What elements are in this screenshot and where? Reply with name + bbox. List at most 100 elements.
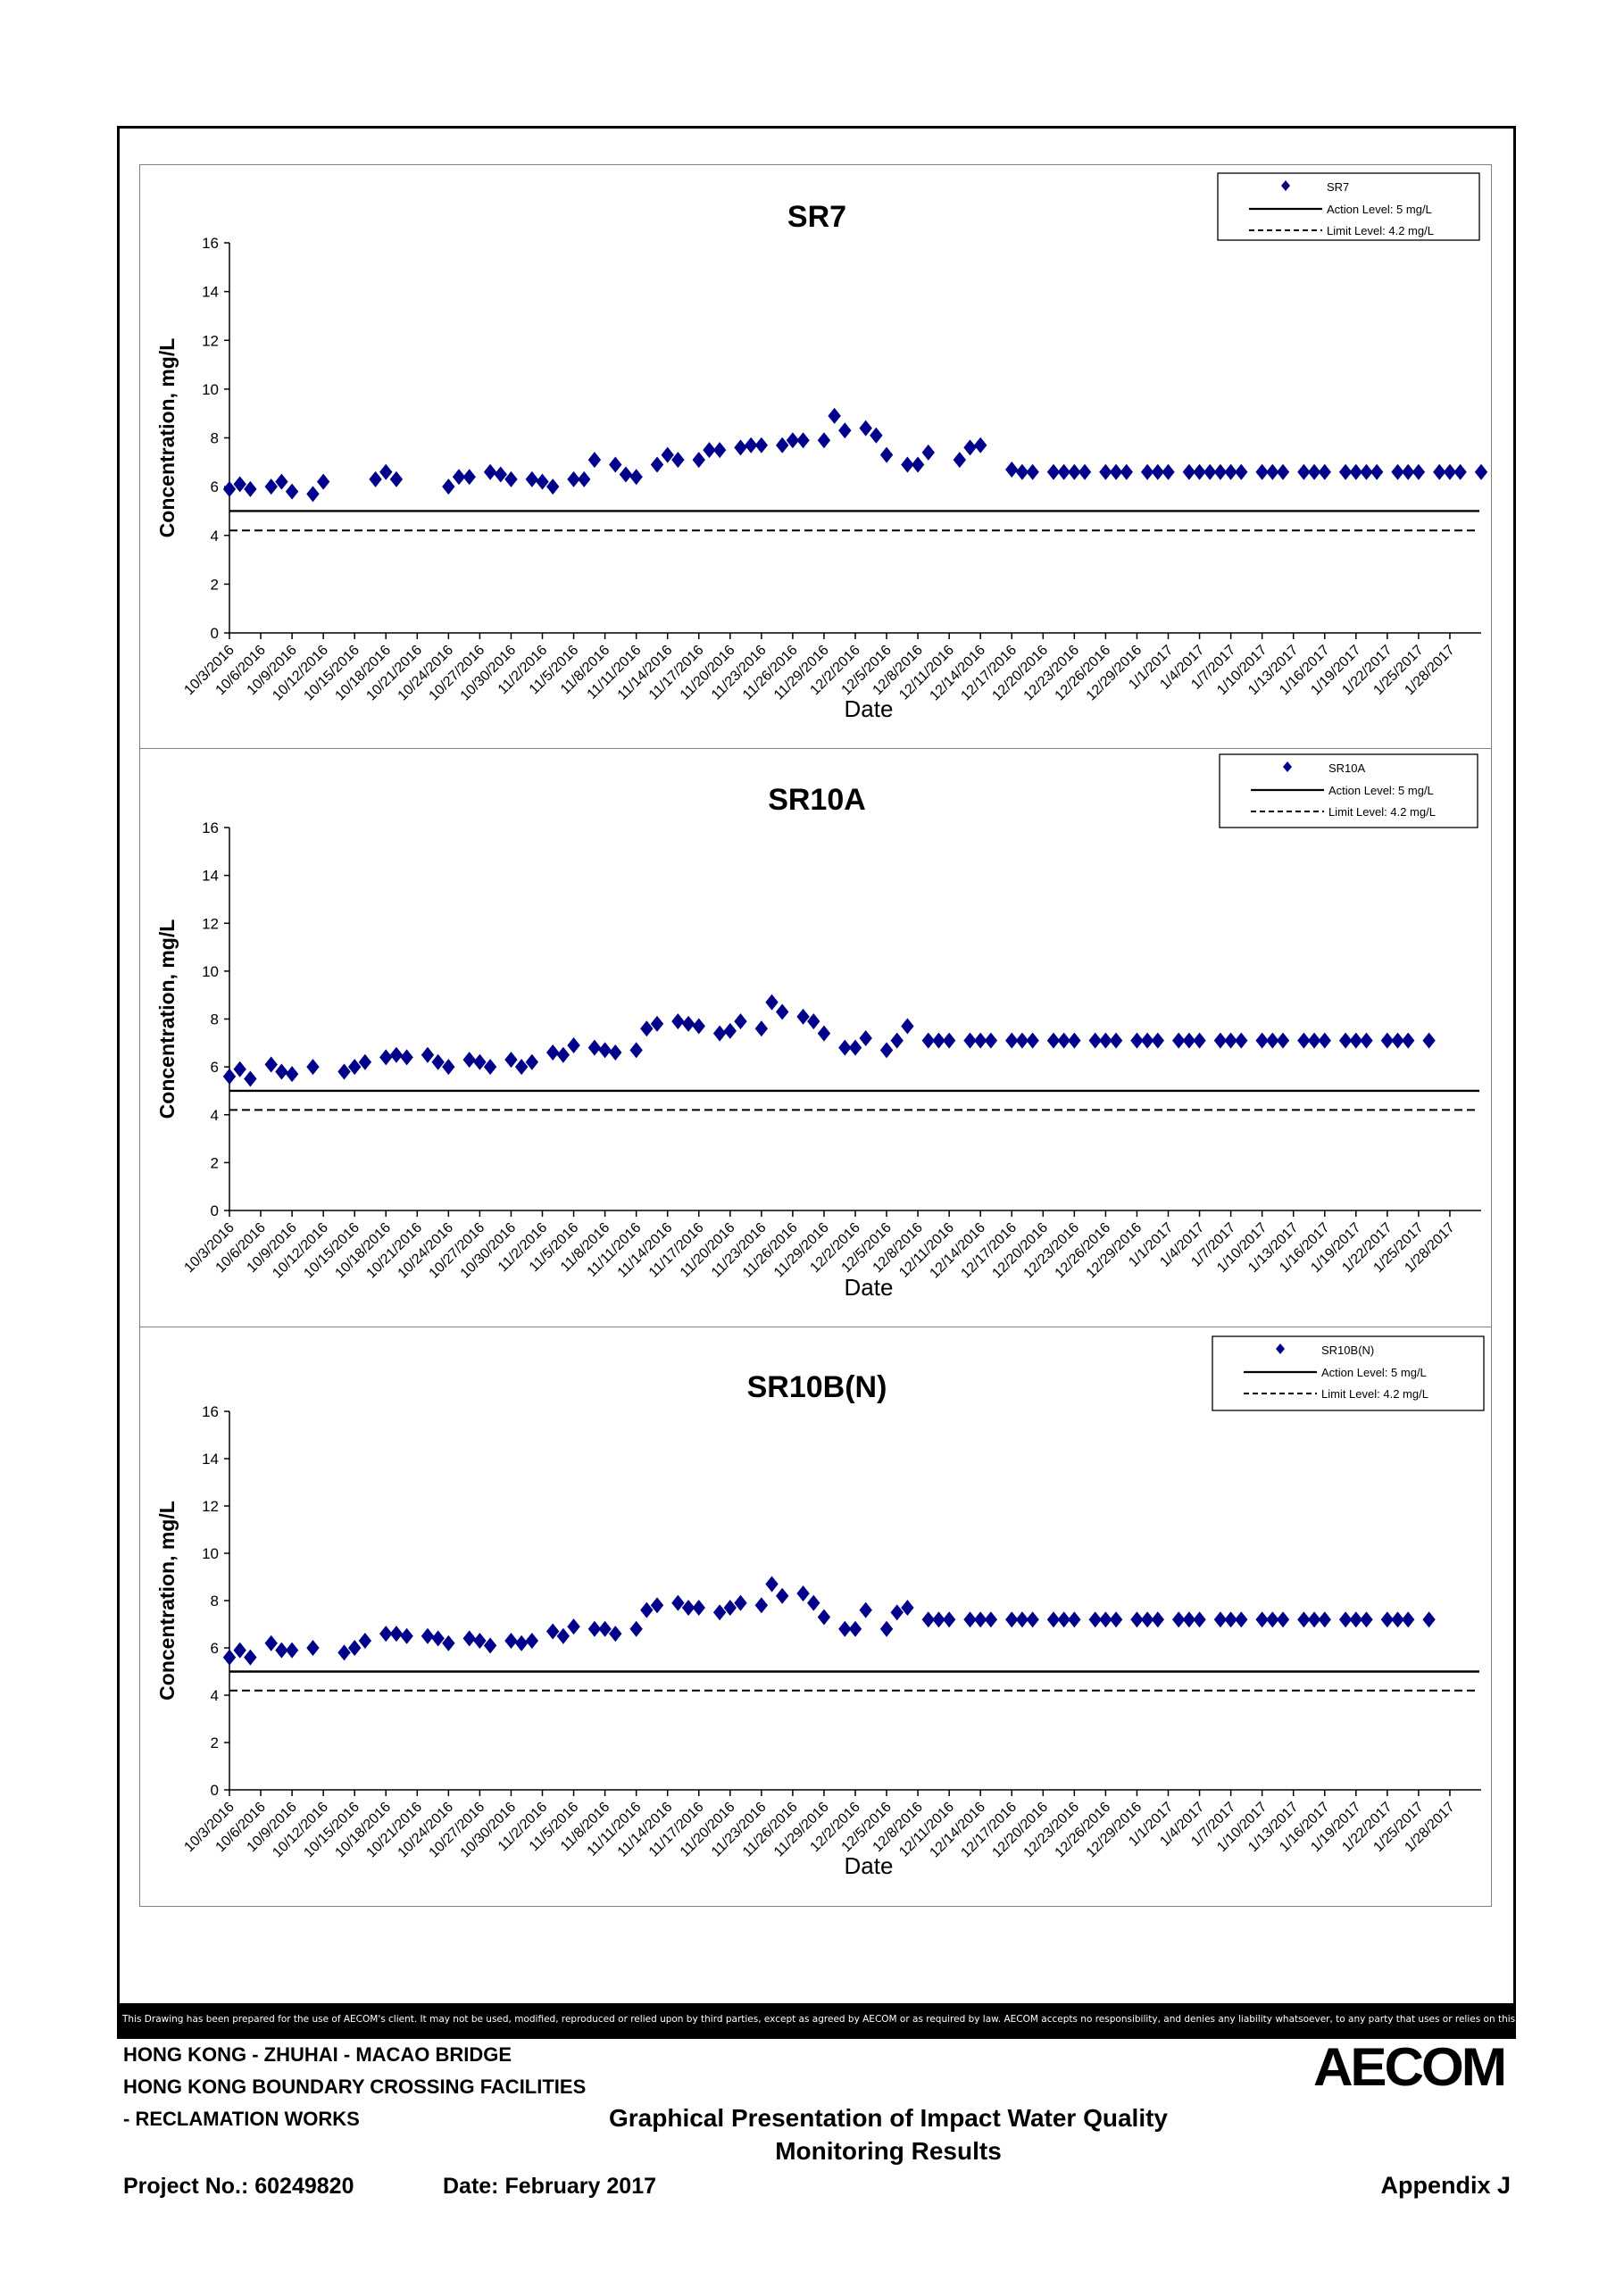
- data-point: [233, 1061, 246, 1077]
- data-point: [859, 1601, 872, 1618]
- data-point: [556, 1046, 570, 1063]
- legend-marker: [1281, 180, 1290, 191]
- data-point: [1109, 1032, 1123, 1049]
- y-tick-label: 0: [211, 1202, 219, 1219]
- data-point: [1213, 463, 1228, 480]
- y-axis-label: Concentration, mg/L: [155, 919, 179, 1119]
- y-tick-label: 2: [211, 1154, 219, 1171]
- data-point: [953, 452, 967, 469]
- data-point: [1360, 463, 1373, 480]
- data-point: [1276, 463, 1290, 480]
- drawing-frame: [117, 126, 1516, 2039]
- data-point: [1109, 463, 1123, 480]
- data-point: [1318, 1032, 1331, 1049]
- data-point: [744, 437, 758, 453]
- data-point: [1235, 463, 1248, 480]
- data-point: [1370, 463, 1384, 480]
- data-point: [587, 1039, 602, 1056]
- data-point: [1338, 463, 1353, 480]
- y-tick-label: 4: [211, 1107, 219, 1124]
- y-tick-label: 6: [211, 1059, 219, 1076]
- data-point: [233, 1642, 246, 1659]
- y-tick-label: 10: [202, 1545, 219, 1562]
- y-tick-label: 0: [211, 625, 219, 642]
- y-tick-label: 4: [211, 528, 219, 545]
- y-tick-label: 14: [202, 868, 219, 885]
- data-point: [1046, 1032, 1061, 1049]
- data-point: [587, 1620, 602, 1637]
- y-tick-label: 6: [211, 478, 219, 495]
- legend-marker: [1283, 761, 1292, 772]
- data-point: [244, 1649, 257, 1666]
- data-point: [1276, 1611, 1290, 1628]
- data-point: [838, 1620, 852, 1637]
- project-name-line2: HONG KONG BOUNDARY CROSSING FACILITIES: [123, 2076, 587, 2098]
- data-point: [807, 1013, 820, 1030]
- data-point: [1235, 1611, 1248, 1628]
- data-point: [870, 427, 883, 444]
- data-point: [525, 1633, 539, 1650]
- data-point: [650, 1597, 664, 1614]
- data-point: [1171, 1032, 1186, 1049]
- data-point: [692, 1018, 705, 1035]
- data-point: [1130, 1611, 1144, 1628]
- data-point: [1068, 463, 1081, 480]
- y-tick-label: 16: [202, 819, 219, 836]
- data-point: [1182, 1032, 1196, 1049]
- y-tick-label: 2: [211, 1734, 219, 1751]
- data-point: [1057, 1032, 1070, 1049]
- data-point: [442, 1635, 455, 1651]
- data-point: [807, 1594, 820, 1611]
- data-point: [1193, 1611, 1206, 1628]
- legend-marker: [1276, 1343, 1285, 1354]
- data-point: [1443, 463, 1457, 480]
- data-point: [1255, 1032, 1269, 1049]
- data-point: [462, 1630, 476, 1647]
- data-point: [421, 1627, 435, 1644]
- data-point: [567, 1036, 580, 1053]
- data-point: [1015, 1611, 1029, 1628]
- data-point: [1380, 1032, 1395, 1049]
- data-point: [514, 1059, 529, 1076]
- data-point: [671, 1013, 685, 1030]
- data-point: [1088, 1611, 1102, 1628]
- data-point: [963, 439, 977, 456]
- data-point: [244, 1070, 257, 1087]
- data-point: [776, 1587, 789, 1604]
- data-point: [963, 1611, 977, 1628]
- data-point: [1005, 1611, 1019, 1628]
- data-point: [723, 1022, 737, 1039]
- data-point: [609, 456, 622, 473]
- data-point: [400, 1049, 413, 1066]
- data-point: [587, 452, 602, 469]
- data-point: [264, 1056, 278, 1073]
- data-point: [389, 470, 404, 487]
- data-point: [609, 1044, 622, 1061]
- data-point: [734, 1013, 747, 1030]
- data-point: [817, 1609, 831, 1626]
- data-point: [984, 1032, 998, 1049]
- data-point: [1235, 1032, 1248, 1049]
- data-point: [578, 470, 591, 487]
- data-point: [671, 452, 685, 469]
- legend-label-limit: Limit Level: 4.2 mg/L: [1328, 805, 1436, 819]
- data-point: [879, 1620, 894, 1637]
- project-number: Project No.: 60249820: [123, 2174, 354, 2199]
- data-point: [723, 1599, 737, 1616]
- data-point: [921, 444, 935, 461]
- data-point: [1266, 463, 1279, 480]
- data-point: [650, 456, 664, 473]
- data-point: [901, 456, 914, 473]
- data-point: [848, 1620, 862, 1637]
- data-point: [754, 437, 769, 453]
- data-point: [1338, 1611, 1353, 1628]
- data-point: [1099, 1611, 1112, 1628]
- data-point: [1276, 1032, 1290, 1049]
- data-point: [306, 1059, 320, 1076]
- data-point: [545, 478, 560, 495]
- data-point: [400, 1627, 413, 1644]
- data-point: [483, 1637, 497, 1654]
- data-point: [901, 1599, 914, 1616]
- legend-label-action: Action Level: 5 mg/L: [1328, 784, 1434, 797]
- data-point: [1224, 1032, 1237, 1049]
